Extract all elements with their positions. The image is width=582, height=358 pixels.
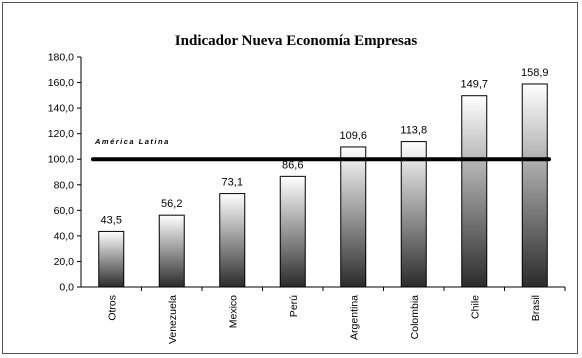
x-tick-label: Venezuela (167, 295, 179, 344)
y-tick-label: 100,0 (48, 154, 74, 166)
reference-line-group: América Latina (91, 137, 551, 162)
x-tick-label: Mexico (227, 295, 239, 328)
x-tick-label: Argentina (348, 295, 360, 340)
x-tick-label: Perú (288, 295, 300, 317)
chart-title: Indicador Nueva Economía Empresas (175, 33, 418, 49)
bar (521, 83, 548, 288)
y-tick-label: 140,0 (48, 103, 74, 115)
y-tick-label: 20,0 (54, 256, 75, 268)
x-tick-label: Colombia (409, 295, 421, 340)
y-tick-label: 40,0 (54, 230, 75, 242)
y-tick-label: 80,0 (54, 179, 75, 191)
data-labels-group: 43,5 56,2 73,1 86,6 109,6 113,8 149,7 158,9 (101, 67, 549, 226)
x-axis-ticks: Otros Venezuela Mexico Perú Argentina Colombi… (106, 287, 566, 344)
reference-line-label: América Latina (94, 137, 170, 146)
data-label: 109,6 (339, 130, 367, 142)
x-tick-label: Chile (469, 295, 481, 319)
bar-chart: Indicador Nueva Economía Empresas 0,0 20,… (48, 33, 566, 344)
y-tick-label: 0,0 (59, 282, 74, 294)
data-label: 86,6 (282, 159, 303, 171)
data-label: 113,8 (400, 125, 427, 137)
data-label: 149,7 (460, 79, 488, 91)
bar (461, 95, 488, 288)
y-tick-label: 60,0 (54, 205, 75, 217)
y-tick-label: 180,0 (48, 52, 74, 64)
x-tick-label: Otros (106, 295, 118, 321)
data-label: 73,1 (222, 177, 243, 189)
y-tick-label: 160,0 (48, 77, 74, 89)
data-label: 158,9 (521, 67, 549, 79)
bar (340, 146, 367, 288)
chart-frame: Indicador Nueva Economía Empresas 0,0 20,… (2, 2, 578, 354)
data-label: 43,5 (101, 214, 122, 226)
bar (98, 230, 125, 288)
bar (279, 175, 306, 288)
x-tick-label: Brasil (530, 295, 542, 321)
y-tick-label: 120,0 (48, 128, 74, 140)
data-label: 56,2 (161, 198, 182, 210)
bar (158, 214, 185, 288)
bars-group (98, 83, 548, 288)
bar (219, 193, 246, 288)
y-axis-ticks: 0,0 20,0 40,0 60,0 80,0 100,0 120,0 140,0 160,0 1… (48, 52, 81, 294)
bar (400, 141, 427, 288)
